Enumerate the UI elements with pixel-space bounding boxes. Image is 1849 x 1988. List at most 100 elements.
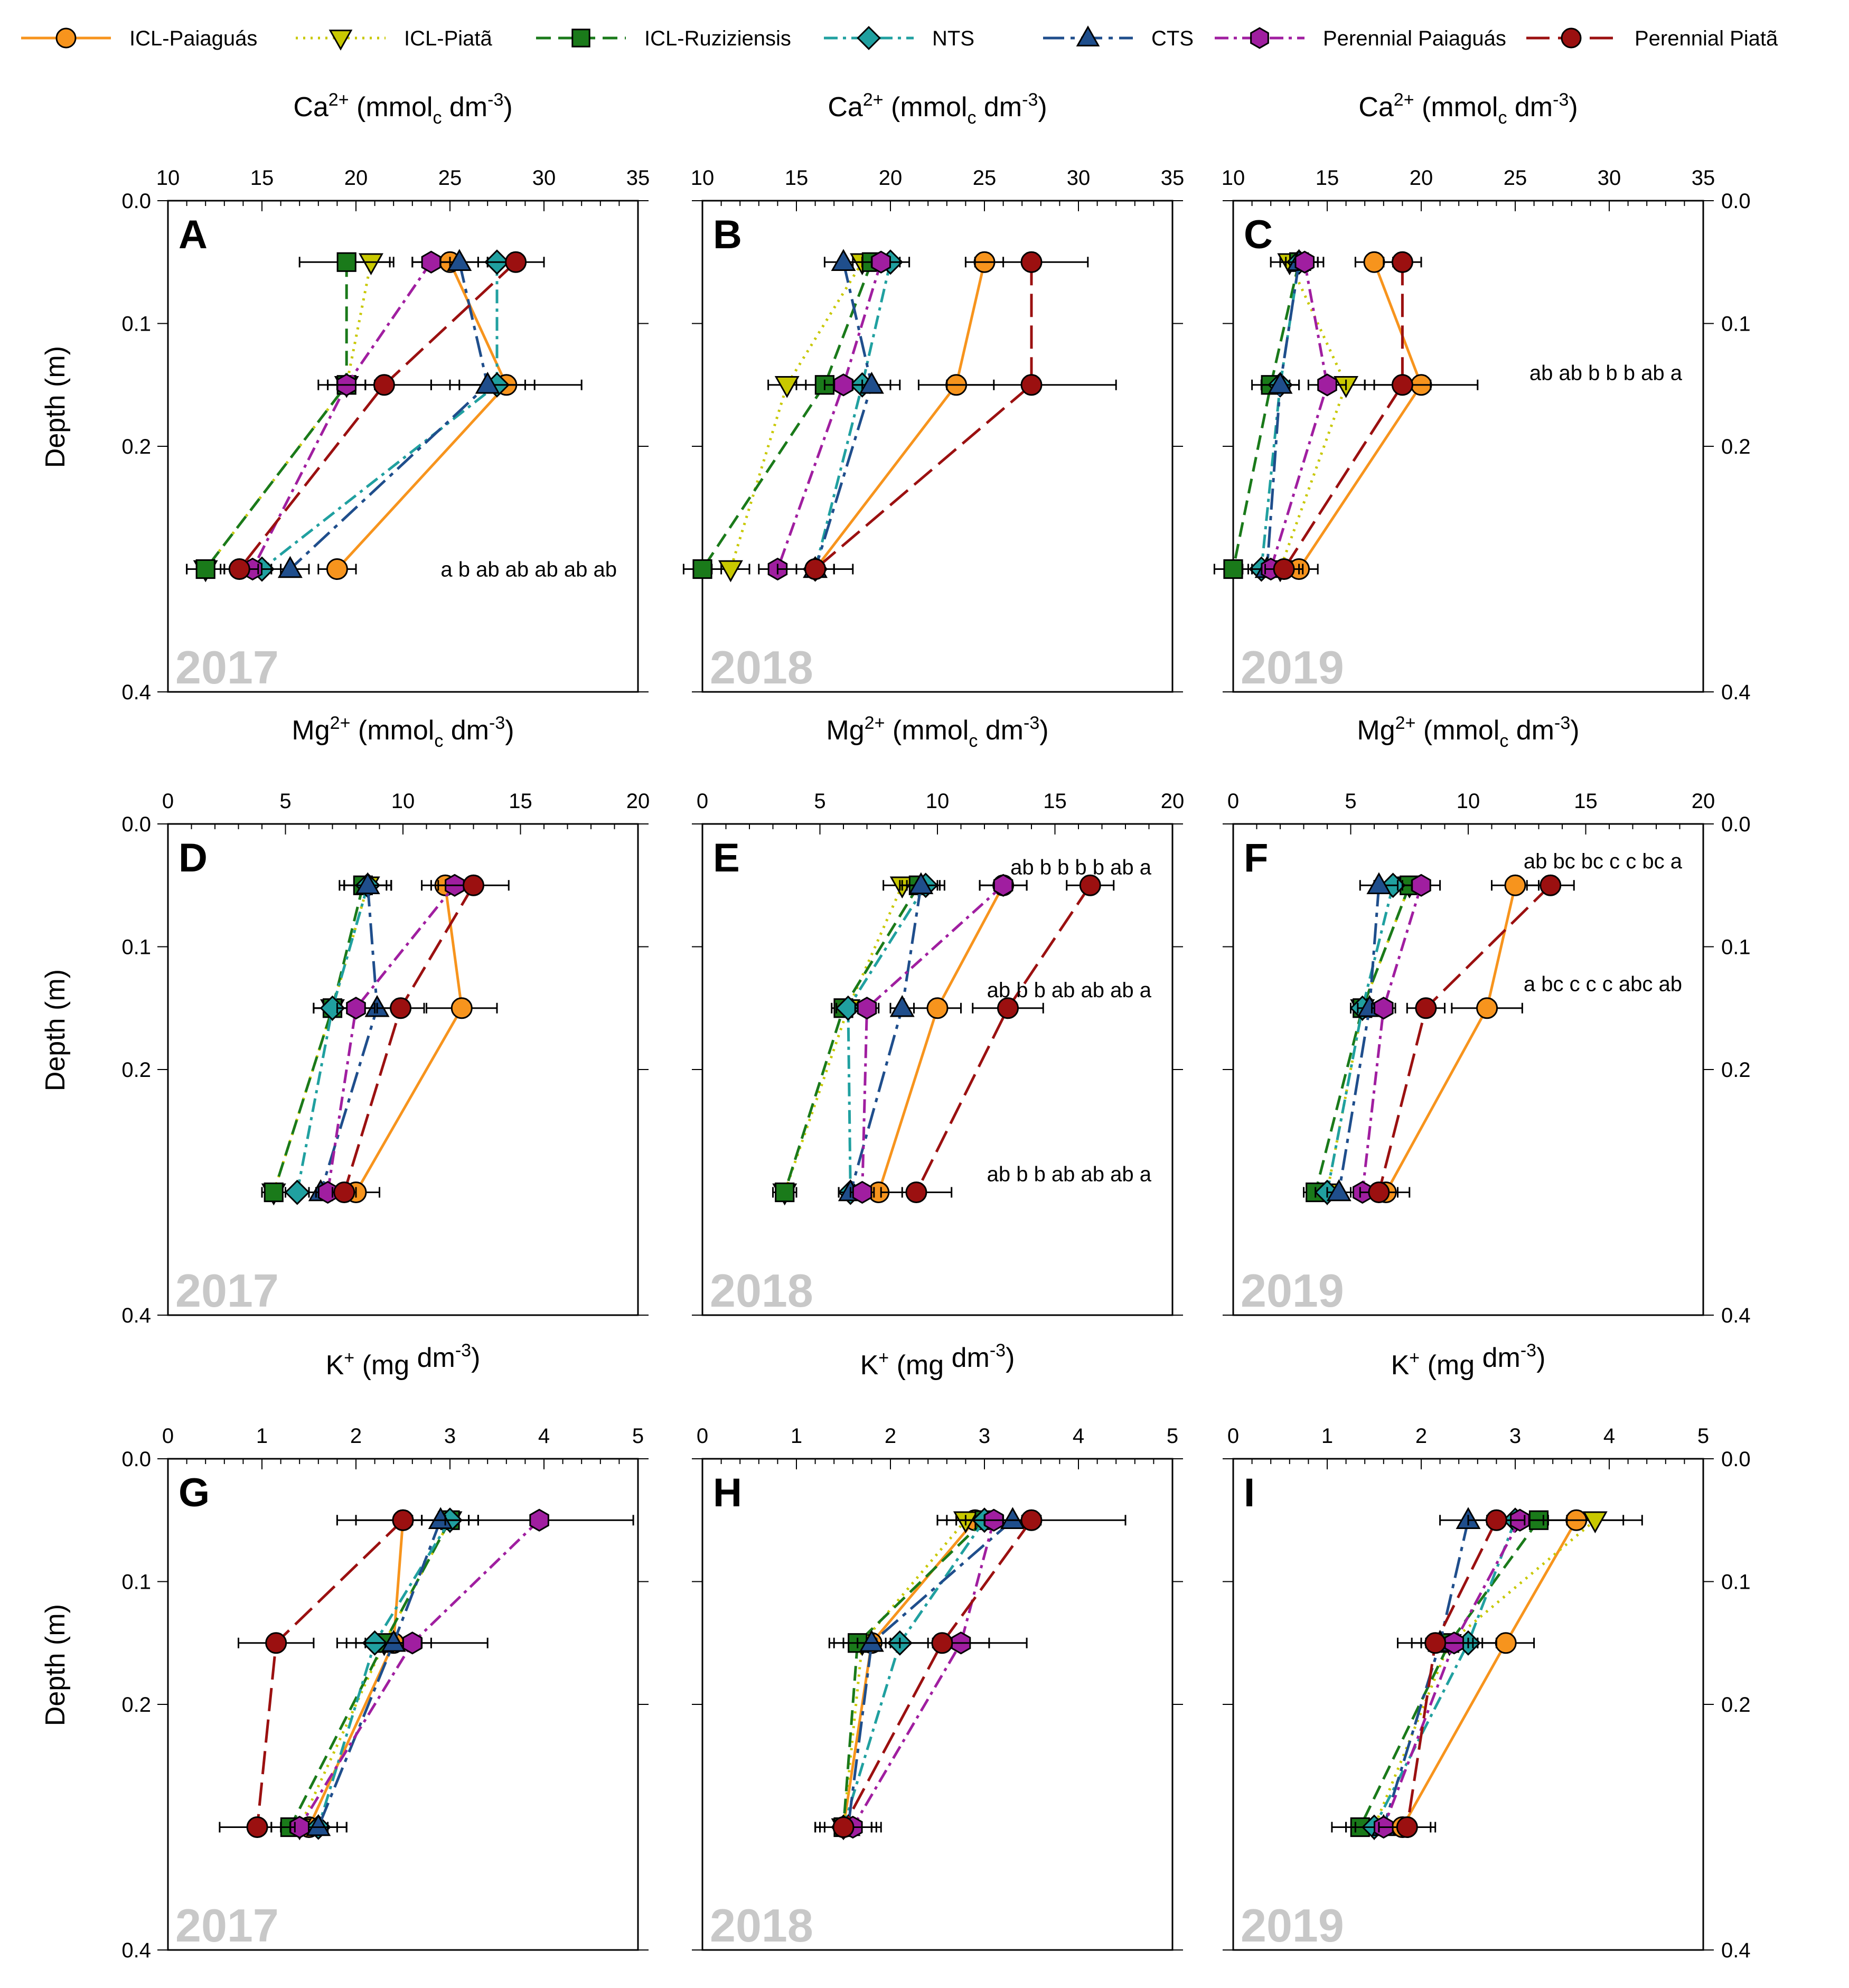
legend-marker bbox=[857, 26, 881, 50]
panel-letter: I bbox=[1244, 1470, 1255, 1515]
data-point bbox=[463, 874, 484, 896]
series-perennial-piat- bbox=[814, 1509, 1127, 1838]
title-part: Mg bbox=[292, 715, 330, 746]
x-tick-label: 0 bbox=[1227, 790, 1239, 813]
y-tick-label: 0.2 bbox=[1721, 435, 1751, 458]
data-point bbox=[373, 374, 395, 396]
series-line bbox=[1260, 261, 1301, 569]
x-tick-label: 3 bbox=[979, 1424, 990, 1448]
series-icl-paiagu-s bbox=[854, 874, 1028, 1203]
year-label: 2019 bbox=[1241, 1899, 1344, 1952]
title-part: -3 bbox=[990, 1340, 1006, 1361]
x-tick-label: 20 bbox=[1161, 790, 1185, 813]
data-point bbox=[421, 250, 442, 274]
data-point bbox=[1294, 250, 1315, 274]
series-line bbox=[1265, 261, 1301, 569]
legend-entry: NTS bbox=[824, 26, 974, 50]
x-tick-label: 2 bbox=[885, 1424, 896, 1448]
series-icl-ruziziensis bbox=[1331, 1510, 1568, 1837]
title-part: Ca bbox=[828, 92, 863, 123]
title-part: 2+ bbox=[328, 90, 349, 110]
title-part: ) bbox=[505, 715, 514, 746]
data-point bbox=[1079, 874, 1101, 896]
plot-frame bbox=[701, 823, 1174, 1316]
legend-marker bbox=[1250, 27, 1269, 49]
data-point bbox=[1020, 251, 1043, 273]
year-label: 2018 bbox=[710, 641, 813, 693]
series-cts bbox=[838, 872, 941, 1202]
y-tick-label: 0.0 bbox=[1721, 813, 1751, 836]
data-point bbox=[359, 253, 383, 276]
series-icl-piat- bbox=[814, 1511, 995, 1841]
series-line bbox=[729, 261, 864, 570]
x-tick-label: 0 bbox=[162, 790, 174, 813]
x-tick-label: 2 bbox=[1415, 1424, 1427, 1448]
significance-letters: ab bc bc c c bc a bbox=[1524, 850, 1683, 873]
title-part: (mmol bbox=[885, 715, 969, 746]
title-part: (mg bbox=[1420, 1350, 1475, 1381]
x-tick-label: 25 bbox=[973, 166, 997, 190]
panel-G: 0 1 2 3 4 5 K+ (mg dm-3) 0.0 0.1 0.2 0.4 Depth (m) G… bbox=[40, 1340, 649, 1962]
x-tick-label: 5 bbox=[1345, 790, 1356, 813]
series-line bbox=[1326, 885, 1395, 1193]
series-icl-ruziziensis bbox=[1213, 252, 1319, 579]
y-tick-label: 0.0 bbox=[1721, 190, 1751, 213]
data-point bbox=[1000, 1507, 1025, 1529]
x-tick-label: 5 bbox=[279, 790, 291, 813]
title-part: ) bbox=[1006, 1343, 1015, 1373]
legend-label: ICL-Piatã bbox=[404, 27, 492, 50]
y-tick-label: 0.1 bbox=[1721, 313, 1751, 336]
data-point bbox=[264, 1182, 284, 1203]
panel-H: 0 1 2 3 4 5 K+ (mg dm-3) H 2018 bbox=[692, 1340, 1183, 1952]
series-nts bbox=[289, 1507, 479, 1840]
data-point bbox=[859, 371, 884, 394]
x-tick-label: 25 bbox=[1504, 166, 1527, 190]
data-point bbox=[831, 249, 856, 271]
data-point bbox=[402, 1631, 423, 1655]
data-point bbox=[1366, 872, 1392, 894]
panel-letter: A bbox=[179, 212, 208, 257]
title-part: c bbox=[1498, 108, 1507, 128]
data-point bbox=[1374, 997, 1394, 1020]
legend-label: ICL-Paiaguás bbox=[129, 27, 257, 50]
series-line bbox=[1269, 261, 1329, 570]
y-tick-label: 0.4 bbox=[121, 1939, 151, 1962]
title-part: c bbox=[967, 108, 976, 128]
x-tick-label: 15 bbox=[250, 166, 274, 190]
series-icl-paiagu-s bbox=[1373, 1509, 1625, 1838]
data-point bbox=[1415, 997, 1437, 1019]
title-part: dm bbox=[944, 1343, 990, 1373]
data-point bbox=[1317, 373, 1337, 397]
data-point bbox=[833, 373, 853, 397]
panel-letter: D bbox=[179, 836, 208, 880]
significance-letters: a b ab ab ab ab ab bbox=[440, 558, 617, 582]
title-part: Mg bbox=[826, 715, 864, 746]
data-point bbox=[246, 1816, 268, 1838]
y-axis-title: Depth (m) bbox=[40, 1604, 71, 1726]
x-tick-label: 1 bbox=[791, 1424, 802, 1448]
series-line bbox=[1232, 261, 1301, 570]
x-tick-label: 15 bbox=[509, 790, 532, 813]
plot-frame bbox=[701, 200, 1174, 693]
series-line bbox=[814, 262, 1033, 570]
series-line bbox=[877, 885, 1005, 1193]
series-icl-paiagu-s bbox=[814, 1509, 1005, 1838]
data-point bbox=[336, 252, 356, 272]
y-tick-label: 0.4 bbox=[121, 681, 151, 704]
series-perennial-piat- bbox=[219, 1509, 470, 1838]
series-perennial-piat- bbox=[332, 874, 510, 1203]
data-point bbox=[908, 872, 934, 894]
data-point bbox=[859, 1629, 884, 1652]
series-line bbox=[1361, 885, 1423, 1193]
data-point bbox=[692, 559, 712, 579]
data-point bbox=[1396, 1816, 1418, 1838]
panel-letter: H bbox=[713, 1470, 742, 1515]
y-tick-label: 0.4 bbox=[1721, 1939, 1751, 1962]
data-point bbox=[1273, 558, 1295, 580]
series-icl-ruziziensis bbox=[1303, 875, 1429, 1203]
year-label: 2019 bbox=[1241, 641, 1344, 693]
panel-letter: B bbox=[713, 212, 742, 257]
x-tick-label: 10 bbox=[691, 166, 715, 190]
x-tick-label: 5 bbox=[814, 790, 825, 813]
series-line bbox=[1401, 1520, 1578, 1828]
